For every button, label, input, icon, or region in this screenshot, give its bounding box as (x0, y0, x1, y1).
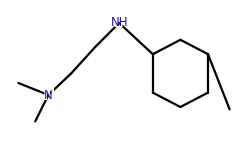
Text: N: N (44, 88, 53, 102)
Text: NH: NH (107, 15, 131, 31)
Text: N: N (42, 87, 55, 103)
Text: NH: NH (110, 16, 128, 30)
